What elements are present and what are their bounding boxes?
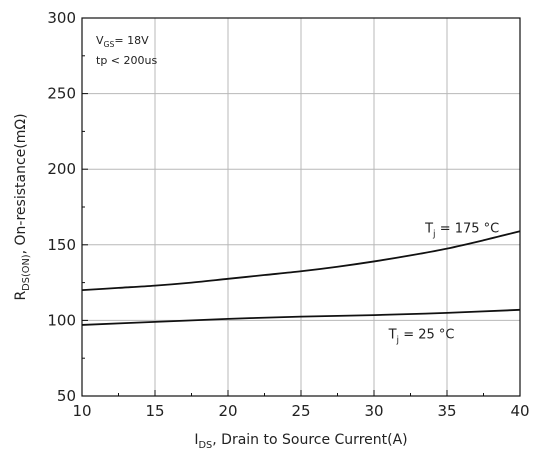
y-axis-title: RDS(ON), On-resistance(mΩ) [13, 113, 32, 300]
y-tick-label: 50 [57, 387, 76, 405]
y-axis-title-sub: DS(ON) [21, 254, 32, 290]
x-axis-title-rest: , Drain to Source Current(A) [212, 432, 407, 448]
y-tick-label: 300 [47, 9, 76, 27]
x-tick-label: 40 [510, 402, 529, 420]
x-tick-label: 30 [364, 402, 383, 420]
y-tick-label: 250 [47, 85, 76, 103]
y-axis-title-main: R [13, 291, 29, 301]
x-axis-title: IDS, Drain to Source Current(A) [194, 432, 407, 451]
series-label-25c-rest: = 25 °C [399, 328, 454, 343]
x-axis-title-main: I [194, 432, 198, 448]
condition-vgs-rest: = 18V [114, 34, 149, 47]
ticks [81, 17, 521, 397]
series-label-25c: Tj = 25 °C [388, 328, 455, 346]
series-line-25c [81, 308, 521, 326]
series-line-175c [81, 230, 521, 292]
tick-labels: 10 15 20 25 30 35 40 50 100 150 200 250 300 [47, 9, 529, 420]
series-label-25c-main: T [388, 328, 397, 343]
condition-vgs-main: V [96, 34, 104, 47]
series-label-175c-rest: = 175 °C [436, 222, 500, 237]
y-tick-label: 150 [47, 236, 76, 254]
grid [82, 18, 520, 396]
series-group [81, 230, 521, 326]
series-label-175c: Tj = 175 °C [424, 222, 499, 240]
y-tick-label: 200 [47, 160, 76, 178]
series-label-175c-sub: j [432, 230, 436, 240]
x-tick-label: 35 [437, 402, 456, 420]
condition-vgs: VGS= 18V [96, 34, 149, 49]
series-label-175c-main: T [424, 222, 433, 237]
x-tick-label: 10 [72, 402, 91, 420]
y-tick-label: 100 [47, 311, 76, 329]
x-tick-label: 15 [145, 402, 164, 420]
x-tick-label: 25 [291, 402, 310, 420]
condition-tp: tp < 200us [96, 54, 157, 67]
condition-vgs-sub: GS [104, 40, 115, 49]
x-tick-label: 20 [218, 402, 237, 420]
series-label-25c-sub: j [396, 336, 400, 346]
y-axis-title-rest: , On-resistance(mΩ) [13, 113, 29, 254]
x-axis-title-sub: DS [199, 440, 213, 451]
